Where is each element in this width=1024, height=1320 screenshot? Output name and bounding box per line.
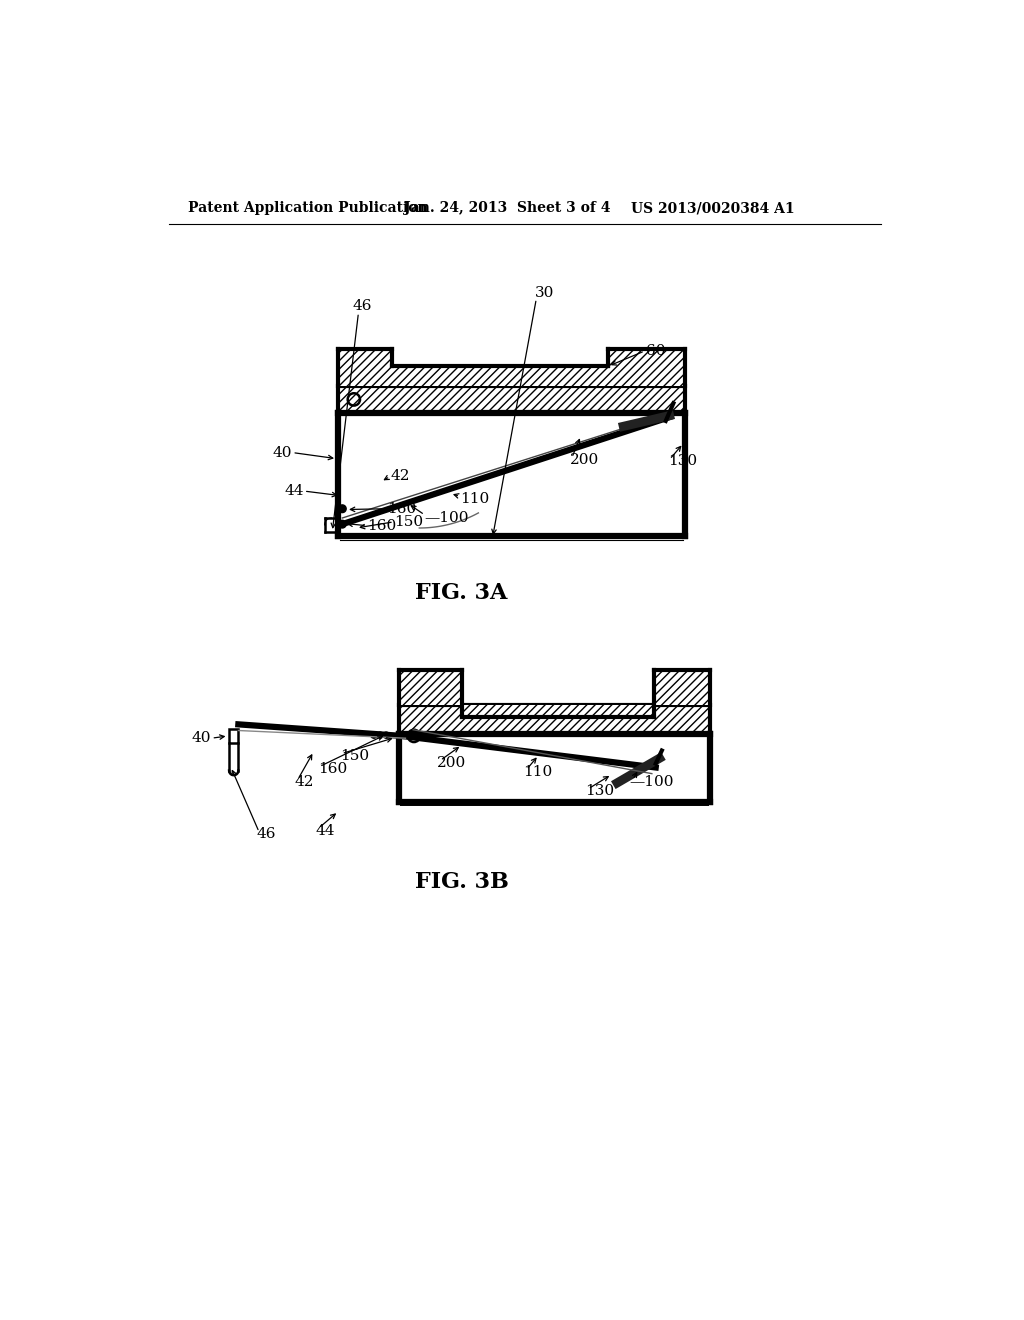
Text: 30: 30 bbox=[535, 286, 554, 300]
Text: Jan. 24, 2013  Sheet 3 of 4: Jan. 24, 2013 Sheet 3 of 4 bbox=[403, 202, 610, 215]
Text: 150: 150 bbox=[340, 748, 369, 763]
Bar bbox=[398, 671, 462, 705]
Bar bbox=[339, 350, 392, 385]
Text: FIG. 3B: FIG. 3B bbox=[415, 871, 509, 894]
Text: —100: —100 bbox=[630, 775, 674, 789]
Text: 46: 46 bbox=[256, 828, 275, 841]
Text: 160: 160 bbox=[387, 502, 416, 516]
Circle shape bbox=[371, 733, 377, 738]
Text: 110: 110 bbox=[523, 766, 553, 779]
Text: 130: 130 bbox=[668, 454, 697, 469]
Text: 40: 40 bbox=[191, 731, 211, 746]
Text: 130: 130 bbox=[585, 784, 614, 799]
Bar bbox=[339, 385, 685, 412]
Text: 200: 200 bbox=[569, 453, 599, 467]
Text: US 2013/0020384 A1: US 2013/0020384 A1 bbox=[631, 202, 795, 215]
Bar bbox=[654, 671, 710, 705]
Bar bbox=[398, 705, 710, 734]
Text: 200: 200 bbox=[437, 756, 466, 770]
Bar bbox=[229, 729, 239, 743]
Text: 42: 42 bbox=[295, 775, 314, 789]
Circle shape bbox=[383, 733, 389, 738]
Text: —100: —100 bbox=[425, 511, 469, 525]
Text: 150: 150 bbox=[394, 515, 423, 529]
Bar bbox=[462, 705, 654, 717]
Text: 46: 46 bbox=[352, 300, 372, 313]
Text: FIG. 3A: FIG. 3A bbox=[416, 582, 508, 605]
Text: 160: 160 bbox=[317, 762, 347, 776]
Bar bbox=[392, 367, 608, 385]
Bar bbox=[608, 350, 685, 385]
Text: 44: 44 bbox=[315, 824, 335, 838]
Text: 60: 60 bbox=[646, 345, 666, 358]
Text: 42: 42 bbox=[390, 470, 410, 483]
Text: Patent Application Publication: Patent Application Publication bbox=[188, 202, 428, 215]
Text: 44: 44 bbox=[285, 484, 304, 498]
Text: 160: 160 bbox=[367, 519, 396, 533]
Circle shape bbox=[377, 733, 383, 738]
Circle shape bbox=[339, 504, 346, 512]
Text: 110: 110 bbox=[460, 492, 489, 506]
Text: 40: 40 bbox=[272, 446, 292, 459]
Circle shape bbox=[339, 520, 346, 528]
